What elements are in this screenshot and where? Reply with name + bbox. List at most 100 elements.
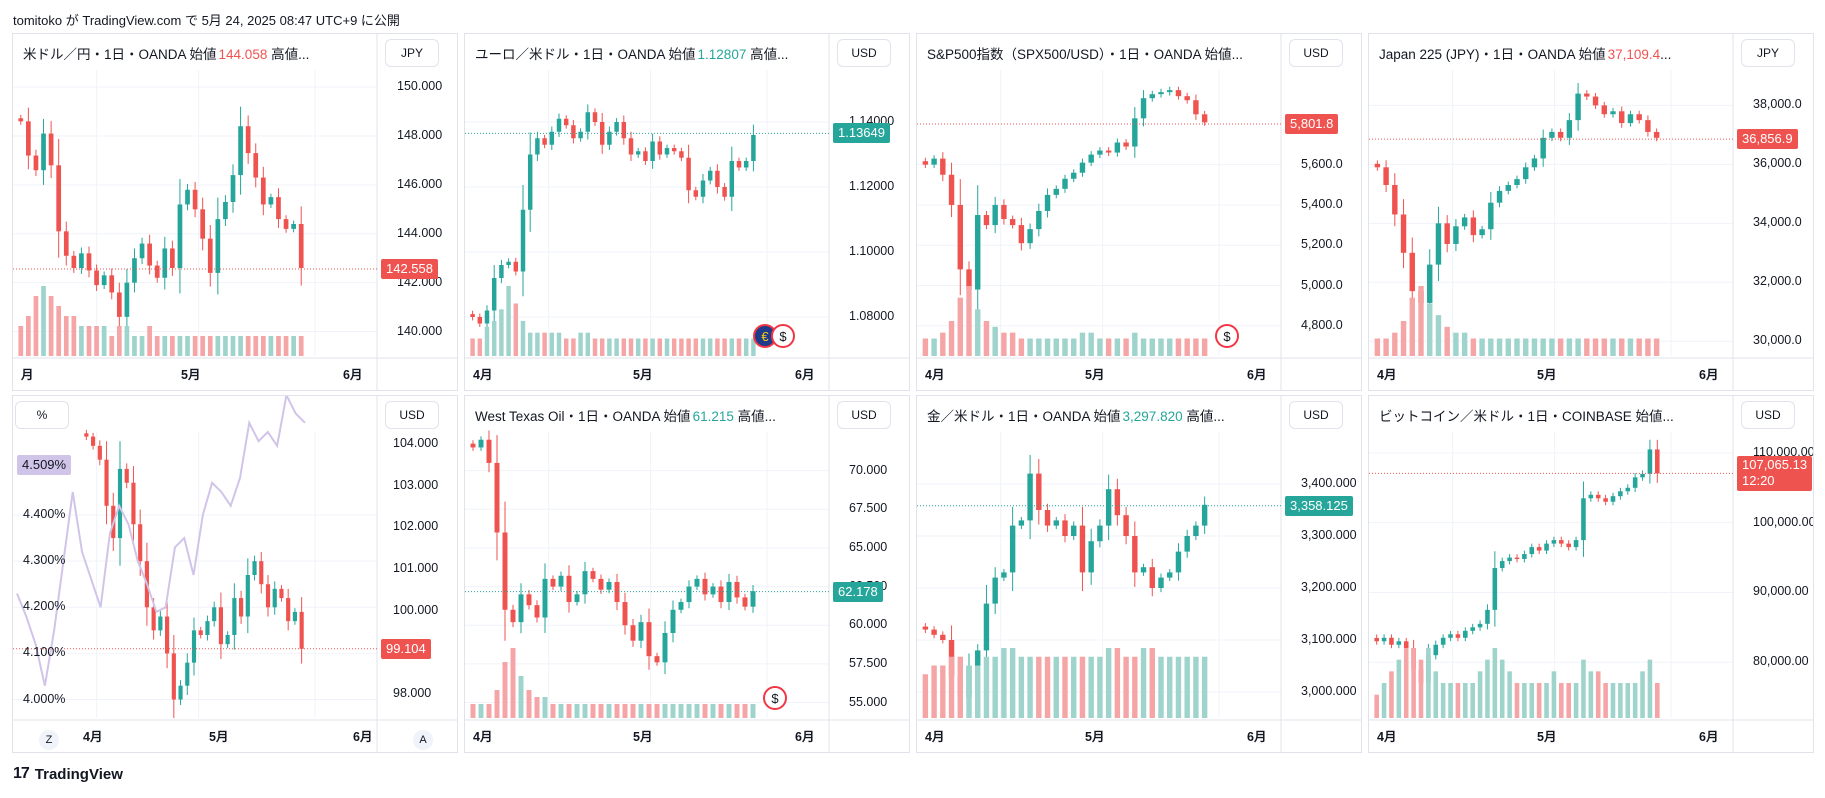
chart-panel-yield[interactable]: ...%USD4.400%4.300%4.200%4.100%4.000%104… (12, 395, 458, 753)
candle-body (198, 630, 203, 635)
chart-panel-spx[interactable]: S&P500指数（SPX500/USD）・1日・OANDA 始値... USD 5,… (916, 33, 1362, 391)
candle-body (1062, 178, 1068, 189)
currency-flag-icon[interactable]: $ (1215, 324, 1239, 348)
volume-bar (1071, 338, 1077, 356)
candle-body (1389, 637, 1394, 645)
chart-title-usdjpy[interactable]: 米ドル／円・1日・OANDA 始値 144.058 高値... (23, 43, 309, 63)
chart-canvas-eurusd[interactable] (465, 34, 910, 391)
chart-canvas-usdjpy[interactable] (13, 34, 458, 391)
x-tick-label: 月 (21, 368, 34, 382)
last-price-tag: 3,358.125 (1285, 495, 1353, 516)
candle-body (670, 609, 676, 633)
chart-panel-wti[interactable]: West Texas Oil・1日・OANDA 始値 61.215 高値... US… (464, 395, 910, 753)
candle-body (622, 602, 628, 626)
candle-body (1374, 163, 1381, 168)
chart-title-gold[interactable]: 金／米ドル・1日・OANDA 始値 3,297.820 高値... (927, 405, 1225, 425)
volume-bar (931, 338, 937, 356)
volume-bar (1088, 656, 1094, 718)
candle-body (1485, 609, 1490, 624)
volume-bar (499, 309, 504, 356)
volume-bar (1097, 656, 1103, 718)
candle-body (1158, 577, 1164, 588)
chart-panel-btc[interactable]: ビットコイン／米ドル・1日・COINBASE 始値... USD 110,000.0… (1368, 395, 1814, 753)
candle-body (484, 310, 490, 324)
unit-selector[interactable]: USD (385, 401, 439, 429)
volume-bar (707, 338, 713, 356)
chart-title-wti[interactable]: West Texas Oil・1日・OANDA 始値 61.215 高値... (475, 405, 776, 425)
volume-bar (520, 321, 526, 356)
candle-body (1044, 510, 1051, 526)
scale-z-button[interactable]: Z (39, 730, 59, 750)
chart-canvas-jp225[interactable] (1369, 34, 1814, 391)
volume-bar (1557, 338, 1564, 356)
x-tick-label: 5月 (1537, 730, 1557, 744)
candle-body (486, 439, 492, 463)
volume-bar (1409, 297, 1415, 356)
chart-title-btc[interactable]: ビットコイン／米ドル・1日・COINBASE 始値... (1379, 405, 1674, 425)
x-tick-label: 5月 (1537, 368, 1557, 382)
unit-selector-left[interactable]: % (15, 401, 69, 429)
volume-bar (1053, 656, 1059, 718)
last-price-tag: 107,065.13 12:20 (1737, 456, 1813, 492)
candle-body (975, 650, 981, 666)
chart-title-spx[interactable]: S&P500指数（SPX500/USD）・1日・OANDA 始値... (927, 43, 1243, 63)
candle-body (239, 598, 244, 617)
unit-selector[interactable]: JPY (385, 39, 439, 67)
chart-canvas-gold[interactable] (917, 396, 1362, 753)
currency-flag-icon[interactable]: $ (763, 686, 787, 710)
candle-body (1610, 496, 1616, 502)
tradingview-brand[interactable]: 17 TradingView (13, 765, 123, 783)
y-tick-label-right: 101.000 (393, 561, 439, 575)
candle-body (1427, 264, 1433, 303)
y-tick-label: 67.500 (849, 501, 888, 516)
chart-canvas-wti[interactable] (465, 396, 910, 753)
chart-title-eurusd[interactable]: ユーロ／米ドル・1日・OANDA 始値 1.12807 高値... (475, 43, 788, 63)
candle-body (1499, 561, 1505, 569)
volume-bar (1505, 338, 1511, 356)
volume-bar (1018, 656, 1025, 718)
candle-body (686, 586, 692, 603)
unit-selector[interactable]: USD (1289, 401, 1343, 429)
volume-bar (1653, 338, 1660, 356)
volume-bar (116, 326, 122, 356)
chart-panel-eurusd[interactable]: ユーロ／米ドル・1日・OANDA 始値 1.12807 高値... USD 1.140… (464, 33, 910, 391)
volume-bar (582, 704, 588, 718)
last-price-value: 1.13649 (838, 125, 885, 141)
candle-body (1114, 489, 1121, 516)
candle-body (654, 656, 660, 663)
volume-bar (966, 286, 972, 356)
candle-body (1062, 520, 1068, 536)
chart-canvas-yield[interactable] (13, 396, 458, 753)
scale-a-button[interactable]: A (413, 730, 433, 750)
candle-body (718, 586, 724, 603)
volume-bar (686, 338, 691, 356)
unit-selector[interactable]: USD (837, 401, 891, 429)
x-tick-label: 5月 (1085, 368, 1105, 382)
candle-body (1601, 105, 1607, 115)
candle-body (1514, 179, 1520, 185)
chart-title-jp225[interactable]: Japan 225 (JPY)・1日・OANDA 始値 37,109.4... (1379, 43, 1671, 63)
candle-body (1071, 525, 1077, 536)
chart-canvas-spx[interactable] (917, 34, 1362, 391)
candle-body (518, 594, 524, 623)
y-tick-label: 30,000.0 (1753, 333, 1802, 348)
unit-selector[interactable]: JPY (1741, 39, 1795, 67)
unit-selector[interactable]: USD (1289, 39, 1343, 67)
unit-selector[interactable]: USD (837, 39, 891, 67)
currency-flag-icon[interactable]: $ (771, 324, 795, 348)
candle-body (1573, 540, 1579, 548)
volume-bar (185, 336, 190, 356)
candle-body (694, 578, 700, 587)
candle-body (607, 131, 612, 145)
chart-panel-gold[interactable]: 金／米ドル・1日・OANDA 始値 3,297.820 高値... USD 3,400… (916, 395, 1362, 753)
chart-canvas-btc[interactable] (1369, 396, 1814, 753)
chart-panel-usdjpy[interactable]: 米ドル／円・1日・OANDA 始値 144.058 高値... JPY 150.000… (12, 33, 458, 391)
unit-selector[interactable]: USD (1741, 401, 1795, 429)
chart-panel-jp225[interactable]: Japan 225 (JPY)・1日・OANDA 始値 37,109.4... JP… (1368, 33, 1814, 391)
volume-bar (1645, 338, 1651, 356)
volume-bar (975, 309, 981, 356)
y-tick-label: 1.10000 (849, 244, 895, 258)
volume-bar (1603, 683, 1608, 718)
candle-body (606, 581, 612, 590)
x-tick-label: 4月 (1377, 730, 1397, 744)
